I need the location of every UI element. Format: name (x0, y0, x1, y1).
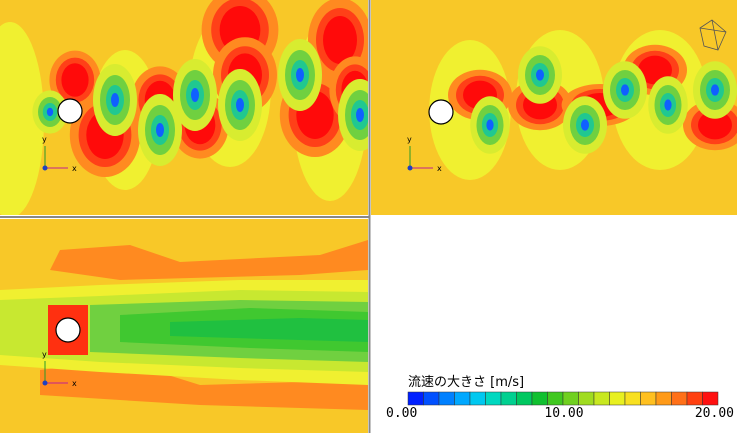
legend: 流速の大きさ [m/s] 0.00 10.00 20.00 (386, 375, 734, 421)
colorbar-swatch (407, 391, 424, 406)
colorbar-swatch (516, 391, 533, 406)
colorbar-swatch (562, 391, 579, 406)
legend-title: 流速の大きさ [m/s] (408, 375, 524, 390)
colorbar-swatch (454, 391, 471, 406)
colorbar-swatch (500, 391, 517, 406)
colorbar-swatch (655, 391, 672, 406)
axis-label: y (407, 135, 412, 144)
legend-tick: 20.00 (695, 406, 734, 421)
colorbar-swatch (640, 391, 657, 406)
colorbar-swatch (531, 391, 548, 406)
colorbar-swatch (686, 391, 703, 406)
colorbar-swatch (593, 391, 610, 406)
axis-label: y (42, 135, 47, 144)
colorbar-swatch (702, 391, 719, 406)
colorbar-swatch (624, 391, 641, 406)
panel-top-right (371, 0, 737, 215)
colorbar-swatch (578, 391, 595, 406)
panel-bottom-left (0, 219, 368, 433)
colorbar-swatch (469, 391, 486, 406)
colorbar-swatch (609, 391, 626, 406)
axis-label: x (72, 164, 77, 173)
axis-label: x (72, 379, 77, 388)
colorbar-swatch (547, 391, 564, 406)
legend-tick: 0.00 (386, 406, 417, 421)
colorbar-swatch (485, 391, 502, 406)
colorbar-swatch (438, 391, 455, 406)
panel-top-left (0, 0, 368, 215)
legend-tick: 10.00 (544, 406, 583, 421)
axis-triad: y x y x y x (42, 135, 442, 388)
colorbar-swatch (423, 391, 440, 406)
colorbar-swatch (671, 391, 688, 406)
axis-label: x (437, 164, 442, 173)
axis-label: y (42, 350, 47, 359)
